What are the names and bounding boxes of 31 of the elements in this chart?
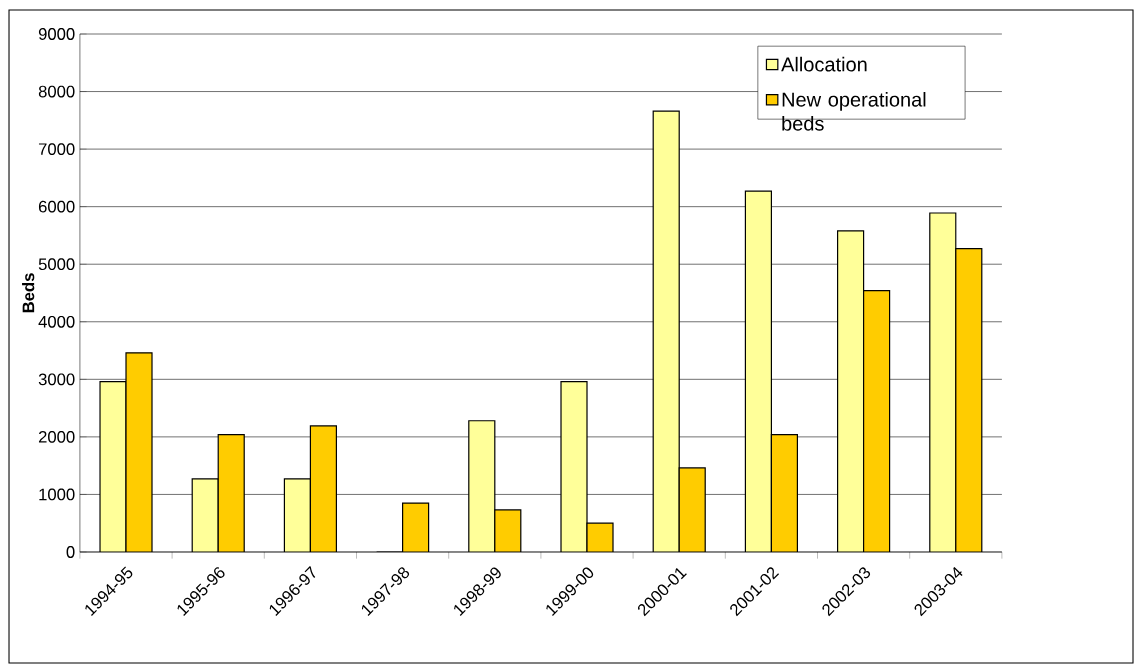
bar (402, 502, 430, 552)
bar (560, 381, 588, 552)
bar (770, 433, 798, 552)
y-tick-label: 2000 (38, 430, 75, 443)
bar (863, 290, 891, 552)
bar (468, 420, 496, 552)
y-tick-label: 7000 (38, 143, 75, 156)
bar (652, 110, 680, 552)
legend-label: Allocation (781, 56, 867, 72)
bar (191, 478, 219, 552)
bar (494, 509, 522, 552)
y-tick-label: 5000 (38, 258, 75, 271)
bar (678, 467, 706, 552)
y-tick-label: 1000 (39, 488, 75, 501)
y-axis-title: Beds (22, 273, 35, 313)
y-tick-label: 9000 (38, 28, 75, 40)
bar (99, 381, 127, 552)
bar (929, 212, 957, 552)
bar (955, 248, 983, 552)
bar (125, 352, 153, 552)
bar (283, 478, 312, 552)
y-tick-label: 4000 (38, 315, 75, 328)
y-tick-label: 8000 (38, 85, 75, 98)
y-tick-label: 0 (66, 546, 75, 558)
y-tick-label: 3000 (38, 373, 75, 386)
bar (744, 190, 772, 552)
bar (217, 433, 245, 552)
bar (837, 230, 865, 552)
y-tick-label: 6000 (38, 200, 75, 213)
legend-label: New operational beds (782, 92, 926, 131)
bar (309, 425, 338, 552)
